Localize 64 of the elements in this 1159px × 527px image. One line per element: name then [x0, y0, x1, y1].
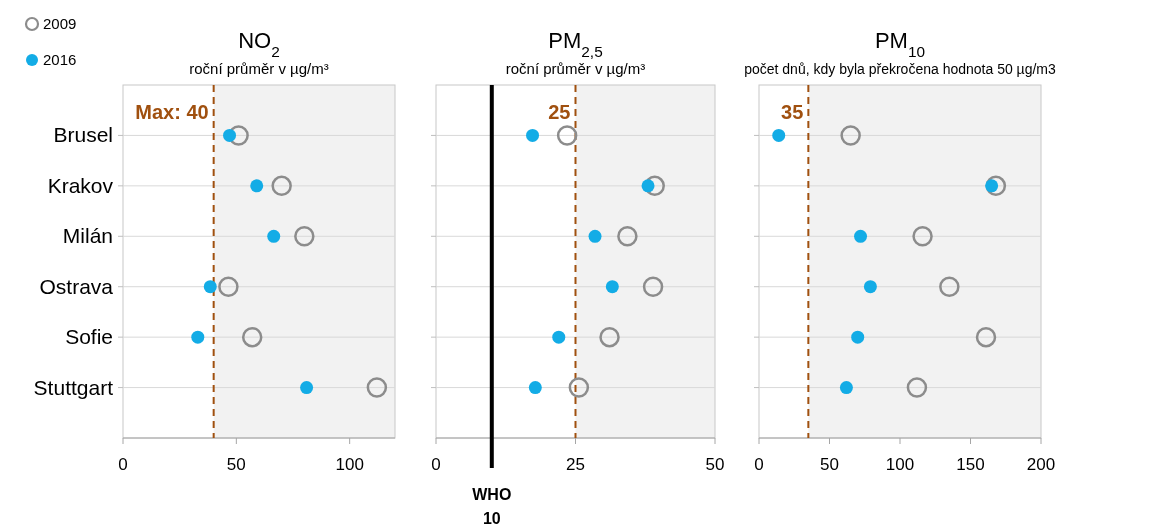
point: [588, 229, 602, 243]
point: [366, 377, 388, 398]
x-tick-label: 25: [566, 455, 585, 474]
point: [906, 377, 928, 398]
x-tick-label: 0: [754, 455, 764, 474]
point: [250, 179, 264, 193]
point: [617, 226, 638, 247]
point: [939, 276, 960, 297]
y-tick-label: Stuttgart: [33, 375, 114, 399]
ref-line-label: 25: [548, 101, 571, 123]
ref-line-label: WHO 10: [472, 486, 512, 527]
x-tick-label: 100: [335, 455, 364, 474]
y-tick-label: Sofie: [65, 325, 113, 349]
point: [528, 381, 542, 395]
point: [599, 326, 620, 348]
x-tick-label: 150: [956, 455, 985, 474]
chart-subtitle: roční průměr v µg/m³: [189, 60, 329, 77]
y-tick-label: Brusel: [53, 123, 113, 147]
x-tick-label: 50: [226, 455, 246, 474]
point: [863, 280, 877, 294]
point: [300, 381, 314, 395]
point: [839, 381, 853, 395]
legend-label: 2009: [43, 15, 77, 32]
x-tick-label: 50: [820, 455, 839, 474]
x-tick-label: 100: [885, 455, 915, 474]
point: [191, 330, 205, 344]
point: [854, 229, 868, 243]
x-tick-label: 50: [705, 455, 725, 474]
point: [203, 280, 217, 294]
point: [851, 330, 865, 344]
point: [912, 226, 933, 247]
point: [642, 276, 664, 297]
point: [641, 179, 655, 193]
y-tick-label: Ostrava: [39, 274, 114, 298]
y-tick-label: Milán: [62, 224, 113, 248]
ref-line-label: Max: 40: [135, 101, 209, 123]
point: [985, 175, 1007, 197]
x-tick-label: 0: [118, 455, 128, 474]
point: [267, 229, 281, 243]
point: [568, 377, 590, 398]
point: [772, 128, 786, 142]
point: [526, 128, 540, 142]
x-tick-label: 200: [1026, 455, 1056, 474]
point: [552, 330, 566, 344]
point: [228, 125, 249, 146]
point: [271, 175, 292, 197]
point: [223, 128, 237, 142]
chart-title: PM$_{10}$: [874, 28, 926, 60]
point: [840, 125, 861, 146]
point: [294, 226, 315, 247]
point: [644, 175, 665, 197]
ref-line-label: 35: [781, 101, 804, 123]
y-tick-label: Krakov: [47, 173, 114, 197]
chart-subtitle: počet dnů, kdy byla překročena hodnota 50 µg/m3: [744, 61, 1057, 77]
chart-title: PM$_{2,5}$: [548, 28, 603, 60]
chart-subtitle: roční průměr v µg/m³: [505, 60, 646, 77]
point: [556, 125, 578, 146]
legend-label: 2016: [43, 51, 77, 68]
x-tick-label: 0: [431, 455, 441, 474]
point: [218, 276, 239, 297]
point: [975, 326, 997, 348]
point: [241, 326, 263, 348]
point: [605, 280, 619, 294]
chart-title: NO$_{2}$: [238, 28, 280, 60]
